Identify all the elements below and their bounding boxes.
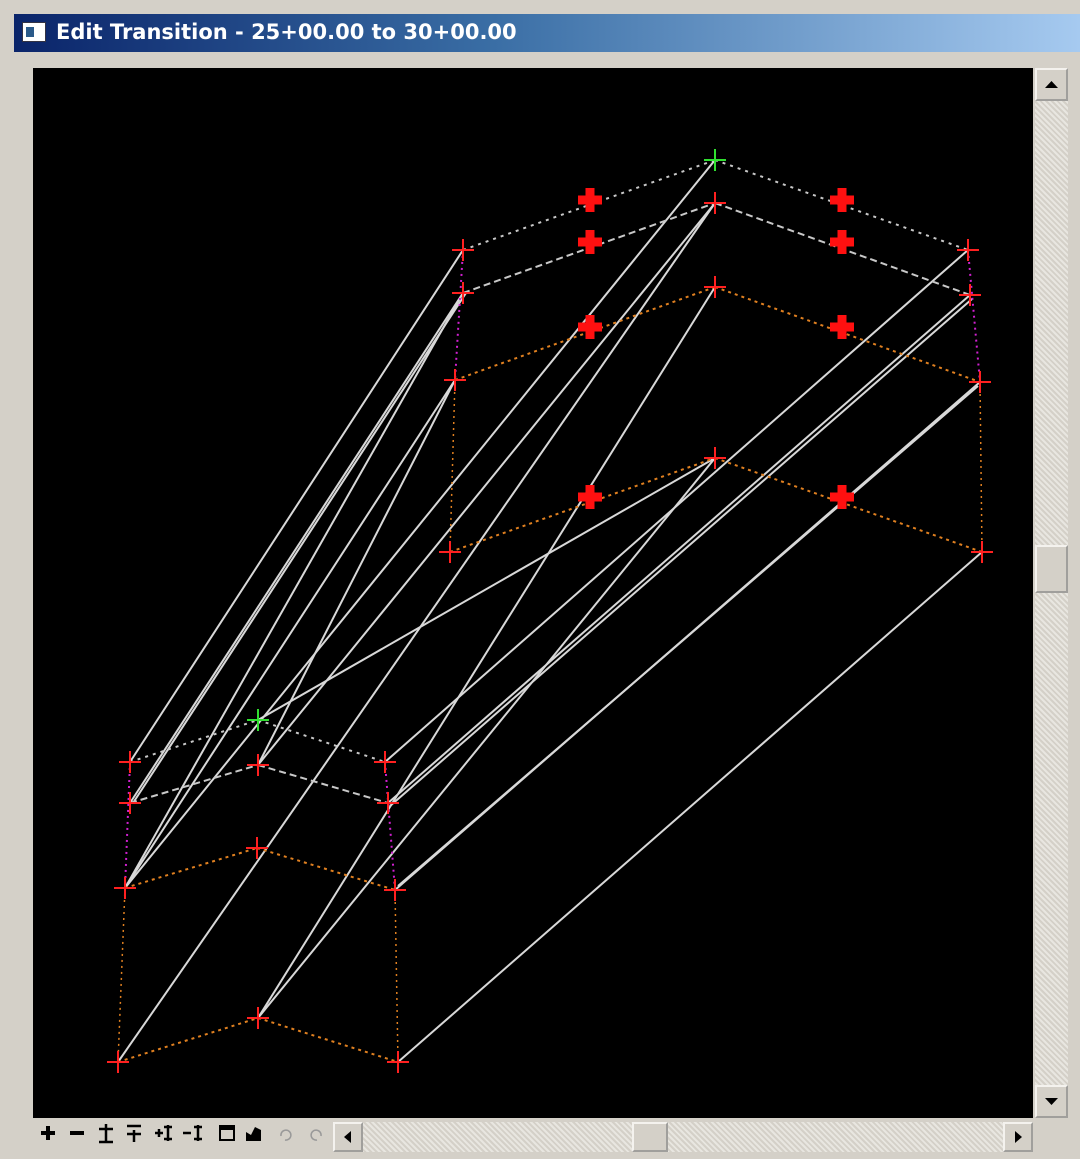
vertex-marker: [247, 754, 269, 776]
connector-line: [117, 202, 716, 1063]
vertex-marker: [704, 149, 726, 171]
vertex-marker: [957, 239, 979, 261]
scroll-right-button[interactable]: [1003, 1122, 1033, 1152]
vertex-marker: [119, 751, 141, 773]
vertex-marker: [971, 541, 993, 563]
profile-view[interactable]: [246, 1127, 261, 1141]
vertex-marker: [452, 239, 474, 261]
connector-line: [124, 159, 716, 889]
scroll-up-button[interactable]: [1035, 68, 1068, 101]
horizontal-scrollbar[interactable]: [333, 1122, 1033, 1152]
vertex-marker: [107, 1051, 129, 1073]
zoom-in[interactable]: [41, 1126, 55, 1140]
shrink-vertical[interactable]: [183, 1125, 202, 1141]
arrow-up: [1045, 81, 1058, 88]
connector-line: [257, 202, 716, 766]
vertex-marker: [247, 1007, 269, 1029]
vertex-marker: [377, 792, 399, 814]
arrow-right: [1015, 1131, 1022, 1143]
vertex-marker: [119, 792, 141, 814]
arrow-down: [1045, 1098, 1058, 1105]
transition-drawing: [107, 149, 993, 1073]
scroll-down-button[interactable]: [1035, 1085, 1068, 1118]
vertex-marker: [959, 284, 981, 306]
template-segment: [257, 719, 386, 763]
connector-line: [257, 457, 716, 721]
midpoint-marker: [578, 485, 602, 509]
connector-line: [132, 292, 467, 804]
vertex-marker: [387, 1051, 409, 1073]
connector-line: [129, 292, 464, 804]
window-view[interactable]: [219, 1125, 235, 1141]
template-segment: [256, 847, 396, 891]
template-segment: [129, 719, 259, 763]
midpoint-marker: [578, 230, 602, 254]
vertex-marker: [704, 192, 726, 214]
undo[interactable]: [280, 1129, 292, 1141]
connector-line: [389, 298, 973, 807]
vertex-marker: [384, 879, 406, 901]
midpoint-marker: [830, 188, 854, 212]
window-title: Edit Transition - 25+00.00 to 30+00.00: [56, 20, 517, 44]
template-segment: [257, 764, 389, 804]
fit-vertical[interactable]: [99, 1124, 113, 1144]
connector-line: [257, 379, 456, 766]
template-segment: [124, 847, 258, 889]
midpoint-marker: [578, 188, 602, 212]
redo[interactable]: [310, 1129, 322, 1141]
vertex-marker: [444, 369, 466, 391]
connector-line: [257, 457, 716, 1019]
connector-line: [124, 292, 464, 889]
vertex-marker: [452, 282, 474, 304]
horizontal-scroll-thumb[interactable]: [632, 1122, 668, 1152]
vertex-marker: [439, 541, 461, 563]
vertex-marker: [969, 371, 991, 393]
midpoint-marker: [830, 485, 854, 509]
midpoint-marker: [830, 315, 854, 339]
vertex-marker: [374, 751, 396, 773]
vertex-marker: [114, 877, 136, 899]
scroll-left-button[interactable]: [333, 1122, 363, 1152]
midpoint-marker: [578, 315, 602, 339]
vertical-scrollbar[interactable]: [1035, 68, 1068, 1118]
toolbar: [41, 1124, 322, 1144]
arrow-left: [344, 1131, 351, 1143]
connector-line: [384, 249, 969, 763]
vertical-link: [979, 381, 983, 553]
expand-vertical[interactable]: [155, 1125, 172, 1141]
template-segment: [129, 764, 259, 804]
vertical-link: [117, 887, 126, 1063]
midpoint-marker: [830, 230, 854, 254]
connector-line: [257, 286, 716, 1019]
connector-line: [387, 294, 971, 804]
template-segment: [714, 457, 983, 553]
title-bar: Edit Transition - 25+00.00 to 30+00.00: [14, 14, 1080, 52]
connector-line: [129, 249, 464, 763]
connector-line: [397, 385, 979, 887]
vertex-marker: [704, 276, 726, 298]
vertex-marker: [247, 709, 269, 731]
vertical-link: [967, 249, 981, 383]
window-icon: [22, 22, 46, 42]
connector-line: [124, 379, 456, 889]
vertex-marker: [704, 447, 726, 469]
vertical-scroll-thumb[interactable]: [1035, 545, 1068, 593]
fit-horizontal[interactable]: [127, 1124, 141, 1142]
vertical-link: [454, 249, 464, 381]
vertex-marker: [246, 837, 268, 859]
template-segment: [714, 286, 981, 383]
drawing-canvas[interactable]: [33, 68, 1033, 1118]
connector-line: [397, 551, 983, 1063]
template-segment: [449, 457, 716, 553]
